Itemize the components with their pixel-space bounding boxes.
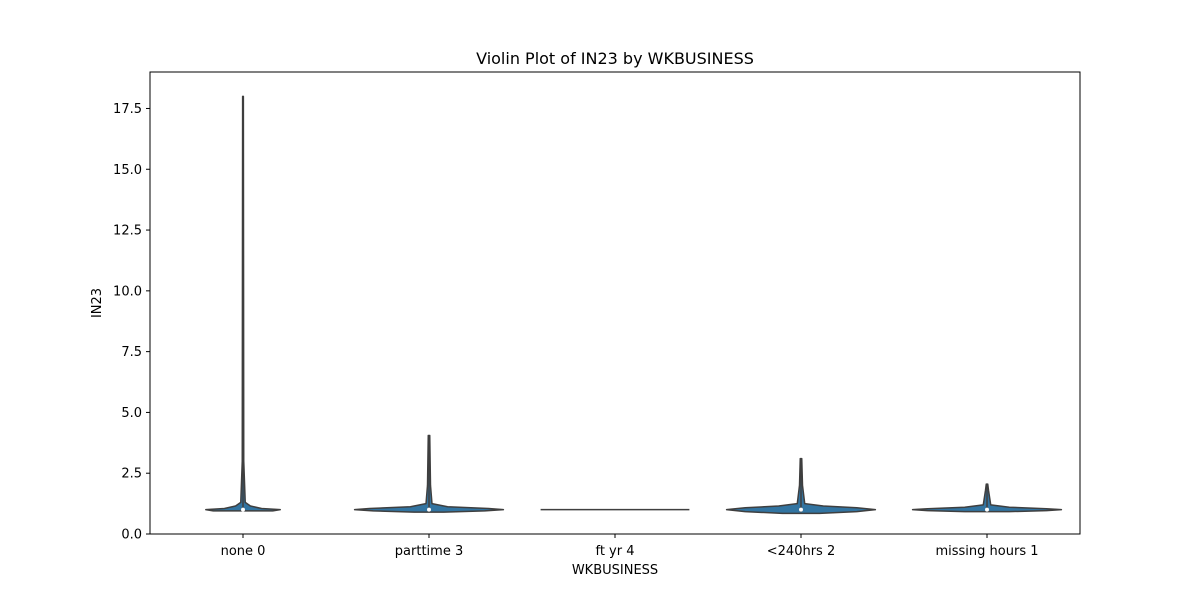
- y-axis-label: IN23: [90, 288, 105, 318]
- y-tick-label: 5.0: [121, 406, 142, 421]
- x-tick-label: none 0: [221, 544, 266, 559]
- plot-area: [149, 71, 1081, 535]
- x-tick-label: parttime 3: [395, 544, 463, 559]
- y-tick-label: 7.5: [121, 345, 142, 360]
- violin-median: [241, 507, 245, 512]
- x-tick-label: <240hrs 2: [767, 544, 835, 559]
- violin-3: [725, 457, 877, 515]
- y-axis: 0.0 2.5 5.0 7.5 10.0 12.5 15.0 17.5: [113, 102, 150, 543]
- chart-title: Violin Plot of IN23 by WKBUSINESS: [476, 49, 754, 68]
- violin-4: [911, 483, 1063, 513]
- violin-median: [799, 507, 803, 512]
- y-tick-label: 17.5: [113, 102, 142, 117]
- x-axis: none 0 parttime 3 ft yr 4 <240hrs 2 missing …: [221, 534, 1039, 559]
- violin-1: [353, 434, 505, 513]
- violin-median: [985, 507, 989, 512]
- violin-0: [205, 95, 281, 512]
- y-tick-label: 10.0: [113, 284, 142, 299]
- y-tick-label: 0.0: [121, 528, 142, 543]
- violin-median: [427, 507, 431, 512]
- x-axis-label: WKBUSINESS: [572, 563, 658, 578]
- y-tick-label: 15.0: [113, 163, 142, 178]
- y-tick-label: 2.5: [121, 467, 142, 482]
- x-tick-label: ft yr 4: [595, 544, 634, 559]
- x-tick-label: missing hours 1: [935, 544, 1038, 559]
- y-tick-label: 12.5: [113, 224, 142, 239]
- violins-layer: [205, 95, 1063, 515]
